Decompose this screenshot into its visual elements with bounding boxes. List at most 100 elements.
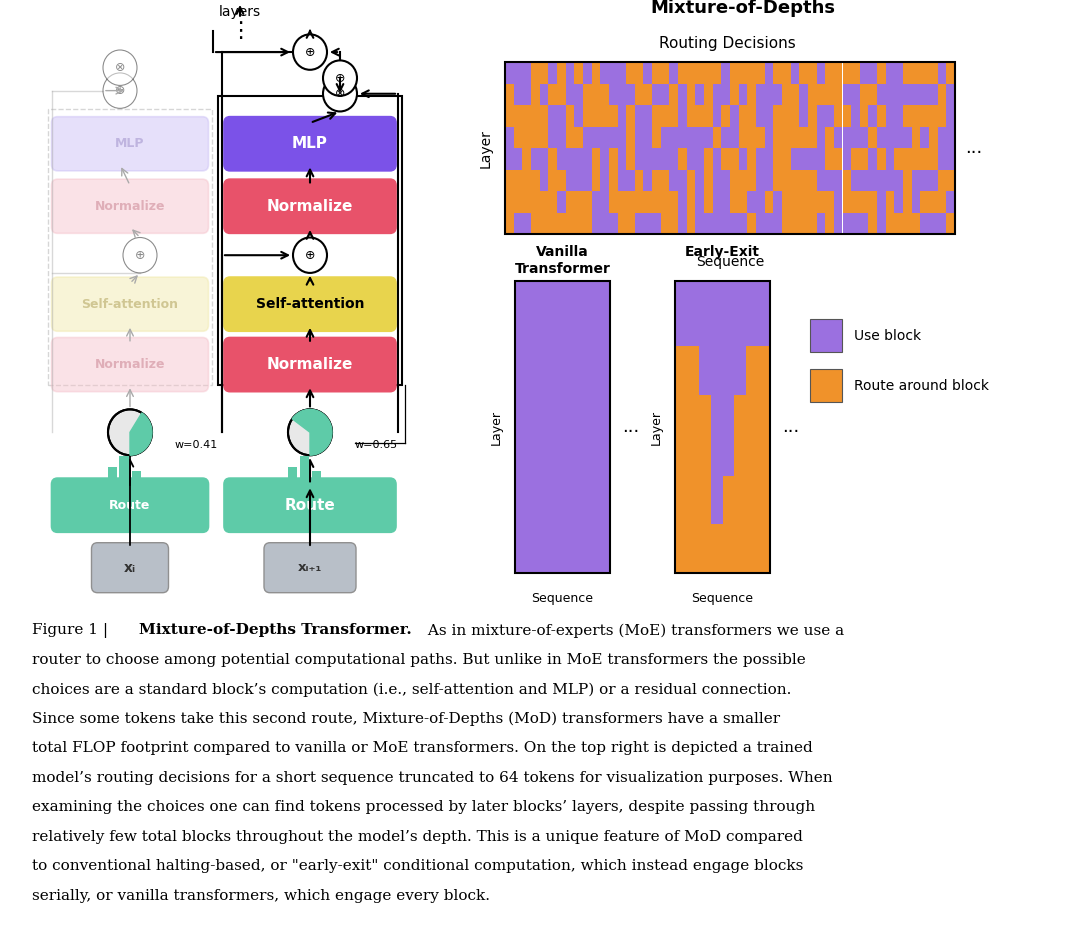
Bar bbox=[120, 456, 129, 485]
Bar bbox=[551, 427, 563, 444]
Bar bbox=[868, 148, 877, 170]
Bar bbox=[825, 148, 834, 170]
Bar bbox=[696, 126, 704, 148]
Text: Since some tokens take this second route, Mixture-of-Depths (MoD) transformers h: Since some tokens take this second route… bbox=[32, 712, 781, 726]
Bar bbox=[765, 62, 773, 84]
Bar bbox=[937, 126, 946, 148]
Bar bbox=[515, 460, 527, 476]
Bar bbox=[713, 62, 721, 84]
Bar bbox=[551, 460, 563, 476]
Bar bbox=[566, 106, 575, 126]
Bar bbox=[575, 313, 586, 329]
Circle shape bbox=[108, 410, 152, 455]
Bar bbox=[515, 476, 527, 492]
Bar bbox=[699, 444, 711, 460]
Bar bbox=[563, 427, 575, 444]
Bar bbox=[557, 170, 566, 192]
Bar bbox=[723, 297, 734, 313]
Bar bbox=[583, 148, 592, 170]
Bar bbox=[711, 313, 723, 329]
Bar bbox=[860, 84, 868, 106]
Bar bbox=[539, 476, 551, 492]
Bar bbox=[699, 329, 711, 346]
Bar bbox=[721, 192, 730, 213]
Bar bbox=[108, 466, 117, 485]
Bar bbox=[540, 106, 549, 126]
Bar bbox=[551, 492, 563, 508]
Bar bbox=[523, 170, 531, 192]
Bar bbox=[515, 281, 527, 297]
Bar bbox=[527, 524, 539, 541]
Bar bbox=[592, 213, 600, 234]
Bar bbox=[563, 329, 575, 346]
Bar bbox=[675, 508, 687, 524]
Bar bbox=[903, 192, 912, 213]
Bar bbox=[598, 476, 610, 492]
Bar bbox=[886, 62, 894, 84]
Bar bbox=[687, 313, 699, 329]
Bar bbox=[523, 213, 531, 234]
Bar bbox=[644, 62, 652, 84]
Bar bbox=[734, 476, 746, 492]
Bar bbox=[711, 395, 723, 411]
Bar bbox=[527, 460, 539, 476]
Bar bbox=[756, 148, 765, 170]
Bar bbox=[583, 106, 592, 126]
Bar bbox=[540, 84, 549, 106]
Bar bbox=[773, 62, 782, 84]
Bar bbox=[808, 148, 816, 170]
Circle shape bbox=[103, 73, 137, 109]
Text: Use block: Use block bbox=[854, 329, 921, 343]
Bar bbox=[704, 170, 713, 192]
Bar bbox=[644, 213, 652, 234]
Text: Normalize: Normalize bbox=[95, 358, 165, 371]
Text: Mixture-of-Depths Transformer.: Mixture-of-Depths Transformer. bbox=[139, 623, 411, 637]
Bar bbox=[739, 84, 747, 106]
Polygon shape bbox=[130, 413, 152, 455]
Bar bbox=[799, 62, 808, 84]
Bar bbox=[586, 281, 598, 297]
Bar bbox=[758, 524, 770, 541]
Bar bbox=[549, 62, 557, 84]
Bar bbox=[842, 170, 851, 192]
Bar bbox=[586, 379, 598, 395]
Bar bbox=[758, 427, 770, 444]
Bar bbox=[851, 170, 860, 192]
Bar bbox=[711, 379, 723, 395]
Bar bbox=[699, 297, 711, 313]
Bar bbox=[675, 541, 687, 557]
Bar bbox=[618, 62, 626, 84]
Bar bbox=[563, 362, 575, 379]
Bar bbox=[851, 106, 860, 126]
Bar bbox=[746, 476, 758, 492]
Bar bbox=[723, 346, 734, 362]
Bar bbox=[515, 524, 527, 541]
Bar bbox=[661, 213, 670, 234]
Bar bbox=[894, 62, 903, 84]
Bar bbox=[734, 444, 746, 460]
Bar bbox=[758, 346, 770, 362]
Bar bbox=[687, 362, 699, 379]
Bar bbox=[515, 427, 527, 444]
Bar bbox=[687, 508, 699, 524]
Bar bbox=[539, 444, 551, 460]
Bar bbox=[711, 476, 723, 492]
Bar bbox=[598, 346, 610, 362]
Text: ⊕: ⊕ bbox=[114, 84, 125, 97]
Bar bbox=[903, 213, 912, 234]
Bar bbox=[713, 126, 721, 148]
Bar bbox=[860, 170, 868, 192]
Text: ⋮: ⋮ bbox=[229, 22, 252, 42]
Text: layers: layers bbox=[219, 5, 261, 19]
Bar bbox=[549, 192, 557, 213]
Bar bbox=[675, 557, 687, 573]
Bar bbox=[514, 62, 523, 84]
Text: Self-attention: Self-attention bbox=[256, 297, 364, 312]
Bar bbox=[586, 508, 598, 524]
Bar bbox=[635, 213, 644, 234]
Bar bbox=[756, 192, 765, 213]
Bar bbox=[644, 148, 652, 170]
Bar bbox=[586, 395, 598, 411]
Bar bbox=[696, 84, 704, 106]
Bar bbox=[886, 192, 894, 213]
